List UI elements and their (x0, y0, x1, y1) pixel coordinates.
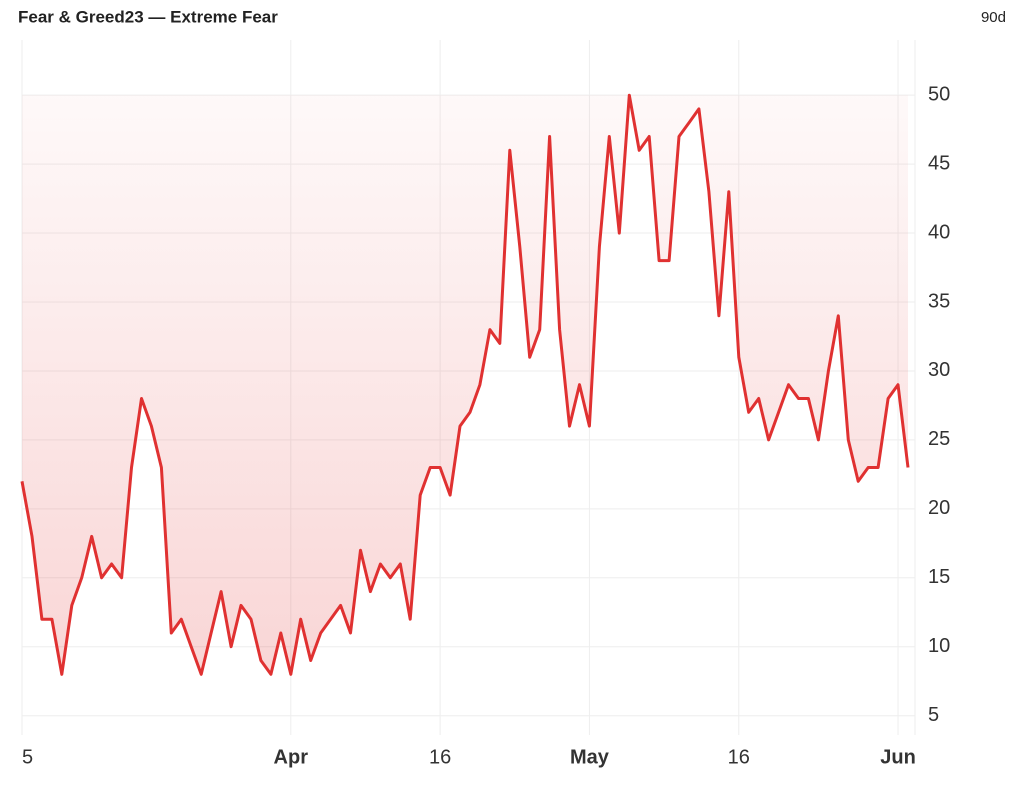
area-fill (22, 95, 908, 675)
x-tick-label: 16 (728, 746, 750, 768)
y-tick-label: 30 (928, 359, 950, 381)
y-tick-label: 5 (928, 704, 939, 726)
x-tick-label: May (570, 746, 610, 768)
y-tick-label: 50 (928, 83, 950, 105)
x-tick-label: Jun (880, 746, 916, 768)
chart-title: Fear & Greed23 — Extreme Fear (18, 7, 278, 26)
y-tick-label: 20 (928, 497, 950, 519)
y-tick-label: 35 (928, 290, 950, 312)
range-label[interactable]: 90d (981, 9, 1006, 26)
x-tick-label: Apr (274, 746, 309, 768)
y-tick-label: 40 (928, 221, 950, 243)
y-tick-label: 25 (928, 428, 950, 450)
y-tick-label: 10 (928, 635, 950, 657)
line (20, 93, 910, 676)
y-tick-label: 15 (928, 566, 950, 588)
x-tick-label: 5 (22, 746, 33, 768)
y-tick-label: 45 (928, 152, 950, 174)
x-tick-label: 16 (429, 746, 451, 768)
